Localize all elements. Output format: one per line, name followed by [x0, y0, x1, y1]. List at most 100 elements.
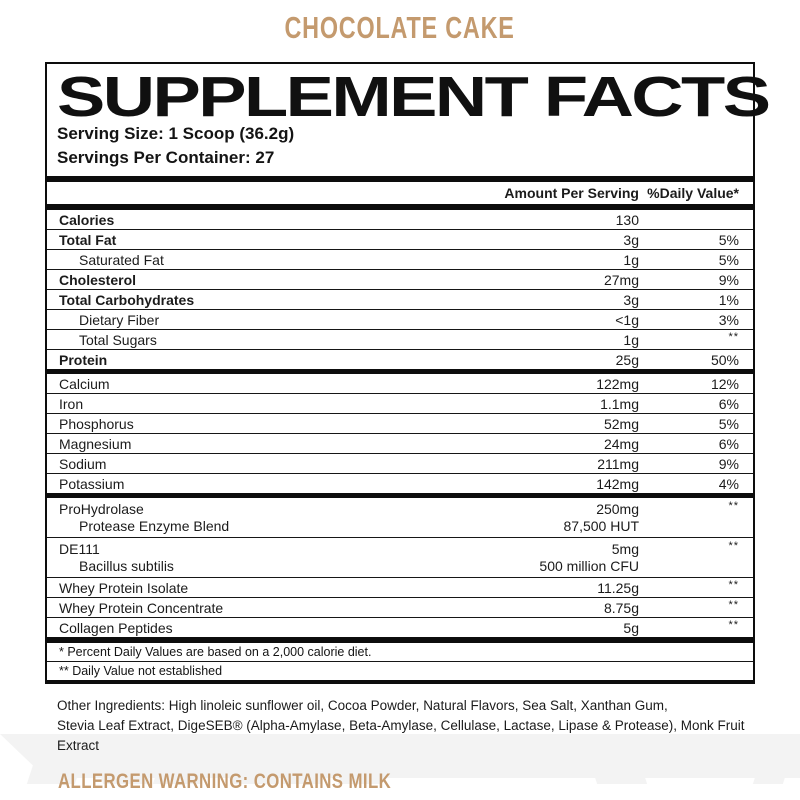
active-sub-name: Protease Enzyme Blend	[79, 517, 230, 534]
row-dietary-fiber: Dietary Fiber <1g 3%	[47, 310, 753, 330]
active-amount: 8.75g	[603, 599, 639, 616]
active-sub-name: Bacillus subtilis	[79, 557, 174, 574]
row-total-sugars: Total Sugars 1g **	[47, 330, 753, 350]
active-name: ProHydrolase	[59, 500, 144, 517]
divider-thick	[47, 369, 753, 374]
serving-size: Serving Size: 1 Scoop (36.2g)	[57, 124, 295, 143]
nutrient-amount: <1g	[615, 311, 639, 328]
nutrients-section: Calories 130 Total Fat 3g 5% Saturated F…	[47, 210, 753, 369]
row-whey-protein-concentrate: Whey Protein Concentrate 8.75g **	[47, 598, 753, 618]
nutrient-amount: 3g	[623, 231, 639, 248]
mineral-name: Iron	[59, 395, 84, 412]
nutrient-daily-value: 3%	[718, 311, 739, 328]
nutrient-amount: 1g	[623, 251, 639, 268]
mineral-name: Phosphorus	[59, 415, 134, 432]
allergen-warning: ALLERGEN WARNING: CONTAINS MILK	[58, 770, 392, 793]
mineral-daily-value: 6%	[718, 435, 739, 452]
active-name: DE111	[59, 540, 100, 557]
active-amount: 5mg	[611, 540, 639, 557]
nutrient-daily-value: 1%	[718, 291, 739, 308]
nutrient-amount: 3g	[623, 291, 639, 308]
servings-per-container: Servings Per Container: 27	[57, 148, 275, 167]
nutrient-amount: 25g	[615, 351, 639, 368]
row-de111: DE111 5mg ** Bacillus subtilis 500 milli…	[47, 538, 753, 578]
nutrient-daily-value: 5%	[718, 231, 739, 248]
row-calcium: Calcium 122mg 12%	[47, 374, 753, 394]
footnote-not-established: ** Daily Value not established	[47, 661, 753, 680]
active-name: Whey Protein Isolate	[59, 579, 189, 596]
mineral-daily-value: 9%	[718, 455, 739, 472]
footnotes-section: * Percent Daily Values are based on a 2,…	[47, 643, 753, 680]
active-daily-value: **	[728, 618, 739, 631]
divider-thick	[47, 493, 753, 498]
row-total-carbohydrates: Total Carbohydrates 3g 1%	[47, 290, 753, 310]
divider-thick	[47, 204, 753, 210]
flavor-title: CHOCOLATE CAKE	[284, 11, 516, 46]
nutrient-amount: 27mg	[603, 271, 639, 288]
nutrient-name: Saturated Fat	[79, 251, 164, 268]
mineral-daily-value: 4%	[718, 475, 739, 492]
mineral-name: Calcium	[59, 375, 110, 392]
panel-head: SUPPLEMENT FACTS Serving Size: 1 Scoop (…	[47, 64, 771, 176]
mineral-daily-value: 6%	[718, 395, 739, 412]
nutrient-name: Calories	[59, 211, 115, 228]
mineral-daily-value: 5%	[718, 415, 739, 432]
other-ingredients: Other Ingredients: High linoleic sunflow…	[45, 696, 755, 756]
mineral-amount: 1.1mg	[600, 395, 639, 412]
row-sodium: Sodium 211mg 9%	[47, 454, 753, 474]
nutrient-daily-value: 5%	[718, 251, 739, 268]
nutrient-name: Total Fat	[59, 231, 117, 248]
nutrient-name: Cholesterol	[59, 271, 137, 288]
column-header-daily-value: %Daily Value*	[647, 185, 739, 201]
mineral-name: Magnesium	[59, 435, 132, 452]
row-saturated-fat: Saturated Fat 1g 5%	[47, 250, 753, 270]
flavor-header: CHOCOLATE CAKE	[0, 12, 800, 46]
column-header-row: Amount Per Serving %Daily Value*	[47, 182, 753, 204]
nutrient-name: Total Sugars	[79, 331, 157, 348]
mineral-daily-value: 12%	[710, 375, 739, 392]
column-header-amount: Amount Per Serving	[504, 185, 639, 201]
row-iron: Iron 1.1mg 6%	[47, 394, 753, 414]
actives-section: ProHydrolase 250mg ** Protease Enzyme Bl…	[47, 498, 753, 637]
active-daily-value: **	[728, 598, 739, 611]
active-name: Collagen Peptides	[59, 619, 173, 636]
row-total-fat: Total Fat 3g 5%	[47, 230, 753, 250]
active-amount: 5g	[623, 619, 639, 636]
row-magnesium: Magnesium 24mg 6%	[47, 434, 753, 454]
nutrient-name: Dietary Fiber	[79, 311, 160, 328]
mineral-amount: 211mg	[597, 455, 639, 472]
mineral-amount: 122mg	[596, 375, 639, 392]
row-cholesterol: Cholesterol 27mg 9%	[47, 270, 753, 290]
row-whey-protein-isolate: Whey Protein Isolate 11.25g **	[47, 578, 753, 598]
other-ingredients-line-2: Stevia Leaf Extract, DigeSEB® (Alpha-Amy…	[57, 718, 745, 753]
nutrient-name: Protein	[59, 351, 108, 368]
mineral-name: Potassium	[59, 475, 125, 492]
active-amount-2: 500 million CFU	[539, 557, 639, 574]
active-amount: 250mg	[596, 500, 639, 517]
active-amount: 11.25g	[597, 579, 639, 596]
mineral-amount: 52mg	[603, 415, 639, 432]
active-name: Whey Protein Concentrate	[59, 599, 224, 616]
supplement-facts-panel: SUPPLEMENT FACTS Serving Size: 1 Scoop (…	[45, 62, 771, 684]
mineral-amount: 142mg	[596, 475, 639, 492]
row-collagen-peptides: Collagen Peptides 5g **	[47, 618, 753, 637]
other-ingredients-line-1: Other Ingredients: High linoleic sunflow…	[57, 698, 668, 713]
row-prohydrolase: ProHydrolase 250mg ** Protease Enzyme Bl…	[47, 498, 753, 538]
mineral-name: Sodium	[59, 455, 107, 472]
nutrient-daily-value: 9%	[718, 271, 739, 288]
active-daily-value: **	[728, 539, 739, 552]
row-potassium: Potassium 142mg 4%	[47, 474, 753, 493]
nutrient-daily-value: 50%	[710, 351, 739, 368]
active-amount-2: 87,500 HUT	[563, 517, 639, 534]
nutrient-amount: 130	[615, 211, 639, 228]
nutrient-name: Total Carbohydrates	[59, 291, 195, 308]
active-daily-value: **	[728, 578, 739, 591]
footnote-daily-values: * Percent Daily Values are based on a 2,…	[59, 645, 372, 659]
divider-thick	[47, 176, 753, 182]
active-daily-value: **	[728, 499, 739, 512]
allergen-warning-wrap: ALLERGEN WARNING: CONTAINS MILK	[58, 770, 800, 796]
divider-thick	[47, 637, 753, 643]
nutrient-amount: 1g	[623, 331, 639, 348]
mineral-amount: 24mg	[603, 435, 639, 452]
row-phosphorus: Phosphorus 52mg 5%	[47, 414, 753, 434]
